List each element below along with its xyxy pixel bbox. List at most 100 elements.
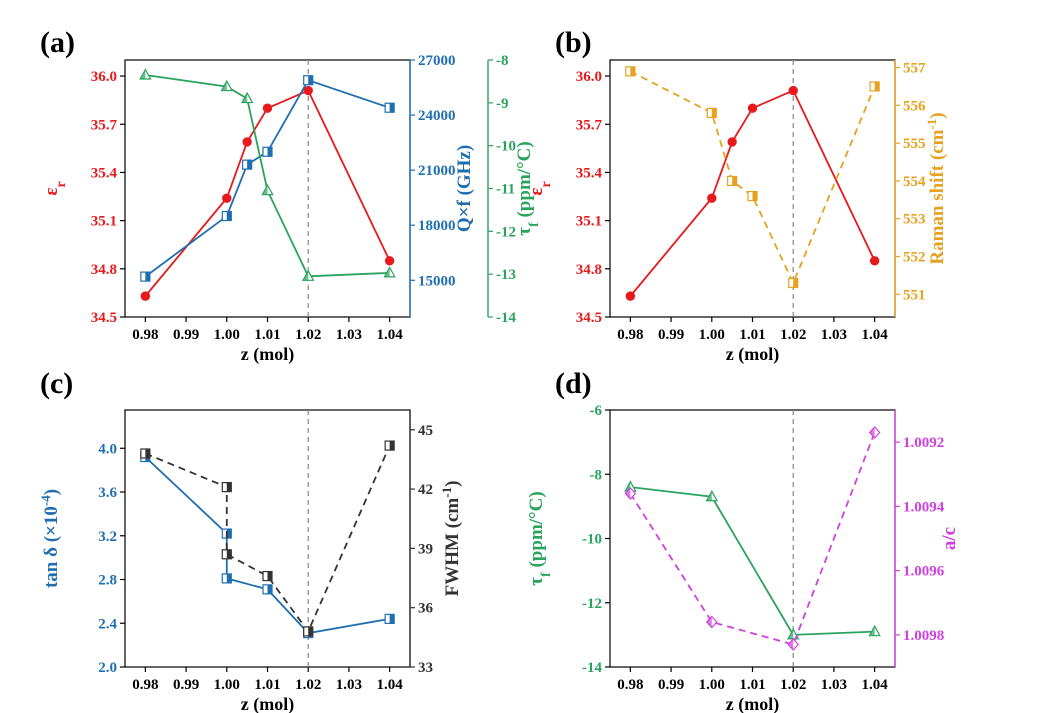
y-tick-label: 35.7 [91,117,118,133]
series-line [145,74,390,278]
x-tick-label: 0.99 [658,677,684,693]
data-point [625,66,636,77]
data-point [303,85,313,96]
y-tick-label-right: 33 [418,660,433,676]
data-point [262,584,273,595]
y-tick-label: 36.0 [91,69,117,85]
data-point [221,573,232,584]
plot-frame [609,59,896,318]
data-point [706,107,717,119]
x-tick-label: 1.02 [295,677,321,693]
data-point [384,102,395,113]
data-point [788,85,798,96]
x-tick-label: 1.01 [739,677,765,693]
x-tick-label: 1.02 [295,327,321,343]
x-tick-label: 0.99 [173,327,199,343]
series-line [630,486,875,636]
data-point [261,183,274,196]
x-tick-label: 0.98 [132,327,158,343]
data-point [242,137,252,147]
series-line [144,79,390,278]
y-tick-label-right: 39 [418,541,433,557]
data-point [705,615,718,629]
panel-label: (a) [40,26,75,59]
y-tick-label: -14 [582,660,602,676]
data-point [139,68,152,80]
y-tick-label: 35.4 [91,165,118,181]
data-point [787,638,800,651]
data-point [747,103,758,113]
y-axis-label: τf (ppm/°C) [526,491,554,585]
series-line [629,432,876,646]
data-point [140,291,151,301]
y-tick-label-right: -10 [496,139,516,155]
y-tick-label: -12 [582,596,602,612]
x-tick-label: 1.03 [336,327,362,343]
data-point [384,440,395,451]
y-tick-label-right: -9 [496,96,509,112]
y-tick-label: 34.8 [576,262,602,278]
data-point [140,448,151,459]
y-tick-label-right: 15000 [418,273,456,289]
data-point [727,137,737,147]
data-point [303,75,314,86]
y-tick-label-right: 18000 [418,218,456,234]
data-point [384,256,395,266]
y-tick-label: 35.1 [576,214,602,230]
x-tick-label: 1.02 [780,327,806,343]
x-axis-label: z (mol) [241,344,294,365]
y-tick-label-right: 557 [903,61,926,77]
y-tick-label: 35.7 [576,117,603,133]
y-tick-label-right: 45 [418,423,433,439]
y-tick-label: 36.0 [576,69,602,85]
series-line [144,456,390,635]
x-tick-label: 1.01 [254,327,280,343]
data-point [242,159,253,170]
y-tick-label-right: 21000 [418,163,456,179]
panel-a: (a) 0.98 0.99 1.00 1.01 1.02 1.03 1.04 z (mol) 34… [40,26,542,365]
panel-b: (b) 0.98 0.99 1.00 1.01 1.02 1.03 1.04 z (mol) 34… [526,26,948,365]
y-tick-label-right: 1.0096 [903,564,945,580]
data-point [221,549,232,560]
series-line [629,89,876,297]
data-point [220,79,233,92]
x-tick-label: 0.98 [617,677,643,693]
x-axis-label: z (mol) [726,694,779,713]
y-tick-label-right: -8 [496,53,509,69]
data-point [868,624,881,637]
x-tick-label: 1.02 [780,677,806,693]
y-tick-label: 35.1 [91,214,117,230]
y-tick-label-right: -13 [496,267,516,283]
data-point [221,482,232,493]
data-point [240,91,254,104]
y-tick-label-right: 555 [903,136,926,152]
y-tick-label-right: 24000 [418,108,456,124]
y-tick-label-right: -12 [496,224,516,240]
data-point [747,190,758,202]
y-tick-label-right: 36 [418,601,434,617]
y-axis-label-right: a/c [939,527,960,550]
x-tick-label: 1.00 [214,327,240,343]
y-tick-label-right: 556 [903,98,926,114]
x-tick-label: 1.00 [699,327,725,343]
y-tick-label-right: 551 [903,287,926,303]
data-point [262,146,273,157]
y-axis-label: εr [41,181,69,195]
y-tick-label: 2.4 [98,616,117,632]
y-tick-label: 35.4 [576,165,603,181]
x-tick-label: 1.01 [739,327,765,343]
data-point [624,487,637,500]
data-point [140,271,151,282]
data-point [262,103,273,113]
y-tick-label-right: -11 [496,182,515,198]
y-tick-label: 3.6 [98,485,117,501]
data-point [302,269,315,281]
y-tick-label-right: 554 [903,174,926,190]
x-tick-label: 1.03 [336,677,362,693]
data-point [705,489,718,502]
y-axis-label: tan δ (×10-4) [38,489,63,588]
y-tick-label-right: 1.0094 [903,499,945,515]
y-axis-label-right: Q×f (GHz) [454,145,475,232]
panel-label: (d) [555,367,592,400]
y-tick-label-right: 553 [903,212,926,228]
